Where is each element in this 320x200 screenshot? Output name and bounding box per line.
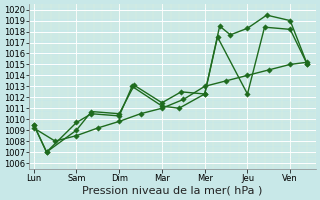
X-axis label: Pression niveau de la mer( hPa ): Pression niveau de la mer( hPa ) <box>83 186 263 196</box>
